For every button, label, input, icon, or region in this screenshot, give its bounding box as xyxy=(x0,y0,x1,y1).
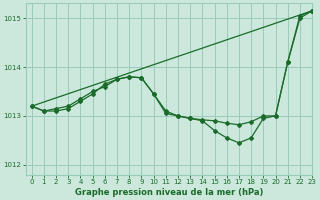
X-axis label: Graphe pression niveau de la mer (hPa): Graphe pression niveau de la mer (hPa) xyxy=(75,188,263,197)
